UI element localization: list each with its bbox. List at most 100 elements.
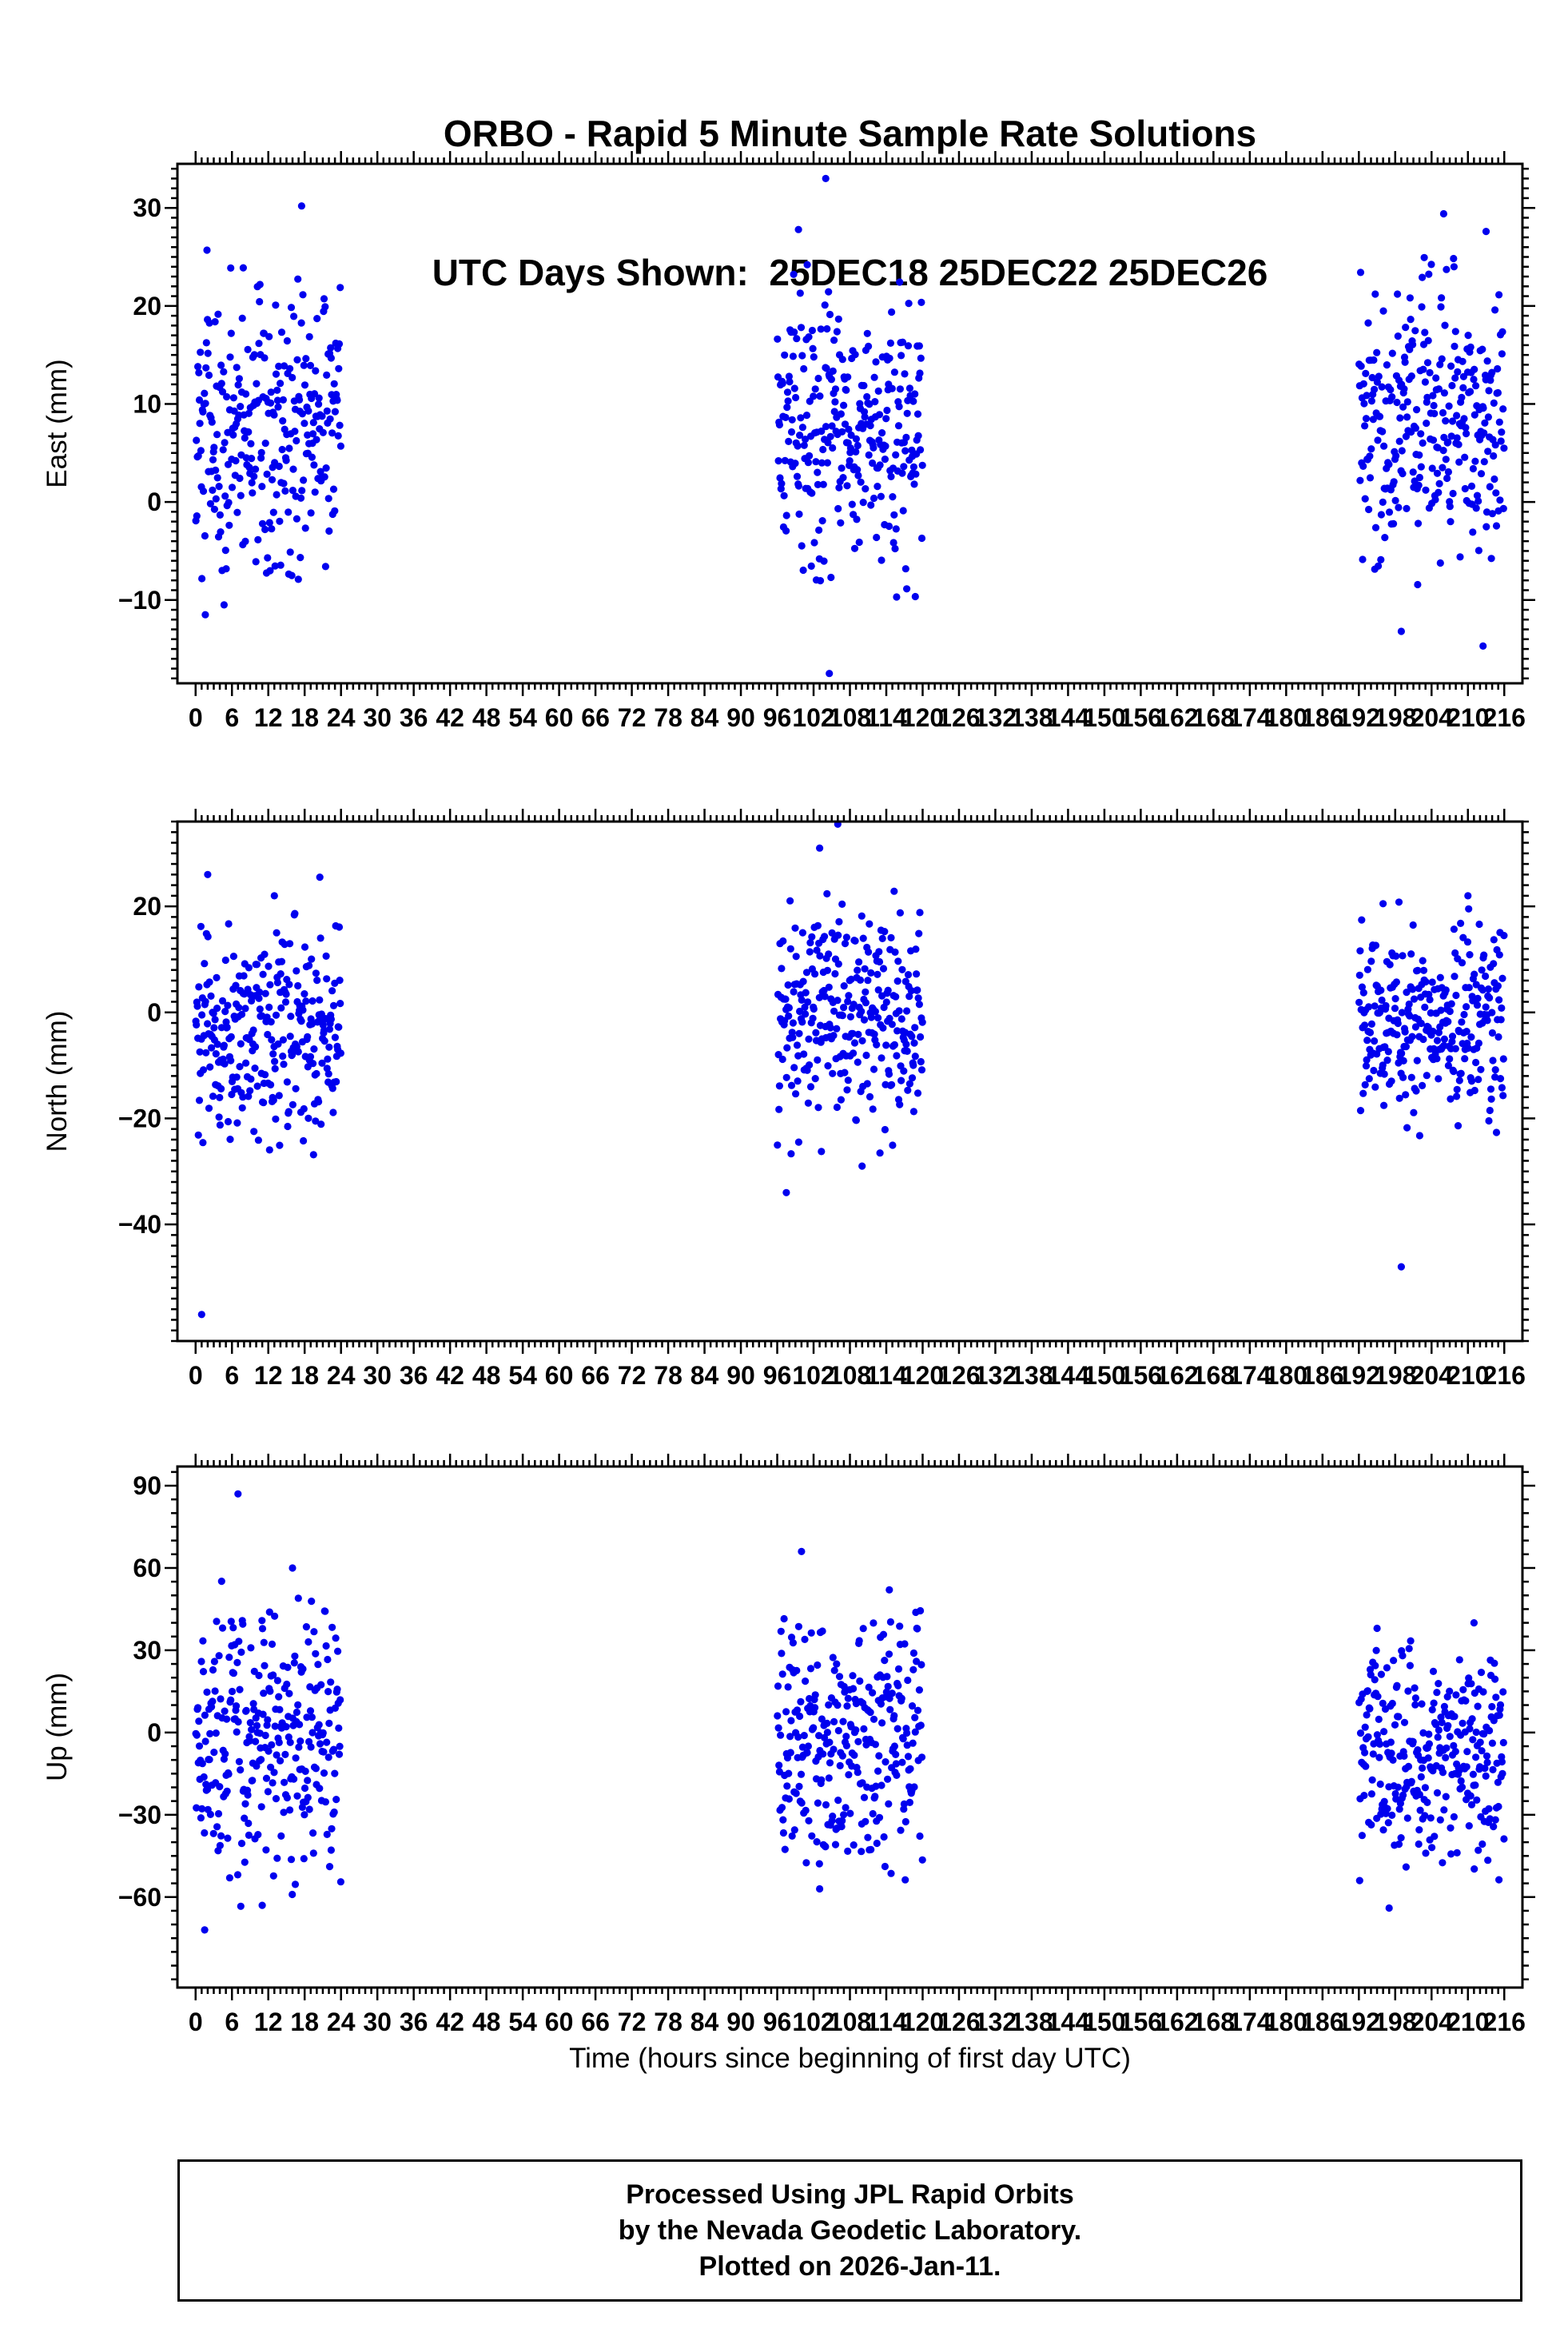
data-point <box>287 1856 296 1864</box>
data-point <box>810 353 818 361</box>
data-point <box>1406 294 1414 302</box>
data-point <box>1408 1033 1416 1041</box>
data-point <box>300 943 309 951</box>
data-point-outlier <box>822 174 830 182</box>
data-point <box>778 1650 786 1658</box>
data-point <box>854 1769 862 1777</box>
data-point <box>336 1696 344 1704</box>
data-point <box>844 373 852 381</box>
data-point <box>332 1077 340 1086</box>
data-point <box>796 289 804 297</box>
data-point <box>879 1630 888 1638</box>
data-point <box>193 1731 201 1739</box>
data-point <box>1407 1073 1415 1081</box>
data-point <box>855 958 863 966</box>
data-point <box>214 310 222 318</box>
data-point <box>831 1841 840 1849</box>
data-point <box>1444 1017 1452 1025</box>
data-point <box>271 1612 279 1620</box>
data-point <box>1429 392 1437 400</box>
data-point <box>306 1053 315 1061</box>
data-point <box>888 1689 896 1697</box>
data-point <box>849 1029 857 1037</box>
data-point <box>301 1767 309 1775</box>
data-point <box>1409 985 1417 993</box>
data-point <box>193 436 201 444</box>
data-point <box>310 1045 318 1053</box>
data-point <box>914 994 922 1002</box>
data-point <box>850 1049 858 1057</box>
data-points <box>192 820 1508 1319</box>
data-point <box>1367 1671 1375 1679</box>
x-axis-label: Time (hours since beginning of first day… <box>569 2043 1131 2074</box>
x-tick-label: 84 <box>690 2008 719 2036</box>
data-point <box>779 1829 788 1837</box>
data-point <box>1382 1001 1390 1010</box>
data-point <box>838 1012 846 1020</box>
data-point <box>855 1637 863 1645</box>
data-point <box>323 407 331 415</box>
data-point <box>268 1640 277 1648</box>
data-point <box>829 367 837 375</box>
data-point <box>804 1742 813 1750</box>
data-point <box>223 392 231 401</box>
data-point <box>201 389 209 397</box>
data-point <box>1439 1859 1447 1867</box>
data-point <box>833 1025 841 1033</box>
data-point <box>1356 947 1364 955</box>
data-point <box>301 524 309 532</box>
data-point <box>267 1763 275 1771</box>
data-point <box>897 1076 905 1084</box>
data-point <box>252 1737 260 1745</box>
data-point <box>1458 1783 1467 1791</box>
data-point <box>1462 1697 1470 1705</box>
data-point <box>807 1629 815 1637</box>
data-point <box>197 922 205 930</box>
data-point <box>1363 1687 1371 1695</box>
data-point <box>269 1671 277 1679</box>
data-point <box>873 1041 881 1049</box>
data-point <box>917 446 925 454</box>
data-point <box>901 1817 909 1826</box>
data-point <box>328 987 336 995</box>
data-point <box>1363 1037 1371 1045</box>
data-point <box>794 442 802 450</box>
data-point <box>829 444 837 452</box>
data-point <box>227 1057 235 1065</box>
data-point <box>878 1054 885 1062</box>
x-tick-label: 102 <box>792 2008 834 2036</box>
data-point <box>852 448 860 456</box>
data-point <box>897 1694 905 1702</box>
data-point <box>1411 1694 1419 1702</box>
data-point <box>1467 1680 1475 1688</box>
data-point <box>799 566 807 575</box>
data-point <box>1440 389 1448 397</box>
data-point <box>918 461 926 469</box>
data-point <box>1492 489 1500 497</box>
data-point <box>1395 1094 1403 1102</box>
data-point <box>216 1841 224 1849</box>
data-point <box>806 1083 815 1091</box>
data-point <box>1392 452 1400 460</box>
data-point <box>1428 1705 1436 1713</box>
data-point <box>902 1041 910 1049</box>
data-point <box>325 1025 334 1033</box>
data-point <box>286 1806 294 1814</box>
data-point <box>852 435 860 443</box>
data-point <box>874 1014 882 1022</box>
data-point <box>209 456 217 464</box>
data-point <box>322 952 330 960</box>
data-point <box>1470 365 1478 373</box>
data-point <box>295 1743 303 1751</box>
data-point <box>1387 1077 1395 1085</box>
data-point <box>790 384 798 392</box>
data-point <box>846 1013 854 1021</box>
data-point <box>222 565 230 573</box>
data-point <box>826 1738 834 1746</box>
data-point <box>1484 413 1492 421</box>
data-point <box>325 1719 333 1727</box>
data-point <box>840 1811 848 1819</box>
tick-marks <box>165 151 1535 696</box>
data-point <box>818 1148 826 1156</box>
data-point <box>300 1811 308 1819</box>
